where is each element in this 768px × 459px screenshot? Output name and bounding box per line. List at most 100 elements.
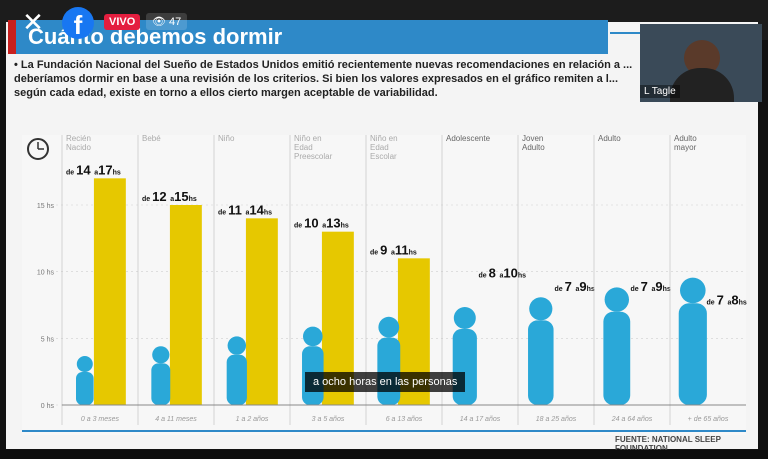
category-label: Niño en <box>370 134 398 143</box>
range-sep: a <box>94 169 98 176</box>
category-label: Adulto <box>598 134 621 143</box>
silhouette-head <box>604 287 629 312</box>
range-prefix: de <box>478 273 488 280</box>
range-unit: hs <box>113 169 121 176</box>
age-label: 24 a 64 años <box>611 416 653 423</box>
person-silhouette <box>226 336 247 405</box>
silhouette-body <box>76 372 94 405</box>
range-sep: a <box>651 286 655 293</box>
age-label: + de 65 años <box>688 416 729 423</box>
range-max: 13 <box>326 216 340 231</box>
sleep-bar <box>245 218 278 405</box>
age-label: 3 a 5 años <box>312 416 345 423</box>
range-label: de 11 a14hs <box>218 202 272 217</box>
range-unit: hs <box>264 209 272 216</box>
y-tick-label: 0 hs <box>41 403 55 410</box>
range-label: de 7 a9hs <box>630 279 670 294</box>
camera-feed: L Tagle <box>640 24 762 102</box>
range-min: 10 <box>304 216 322 231</box>
sleep-bar <box>169 205 202 405</box>
category-label: Recién <box>66 134 91 143</box>
category-label: Nacido <box>66 143 91 152</box>
y-tick-label: 15 hs <box>37 203 55 210</box>
range-unit: hs <box>189 196 197 203</box>
age-label: 0 a 3 meses <box>81 416 120 423</box>
person-silhouette <box>603 287 631 405</box>
silhouette-body <box>528 320 554 405</box>
intro-text: • La Fundación Nacional del Sueño de Est… <box>14 59 633 99</box>
silhouette-head <box>76 356 93 372</box>
silhouette-head <box>227 336 246 355</box>
camera-name: L Tagle <box>640 85 680 98</box>
range-unit: hs <box>518 273 526 280</box>
person-silhouette <box>678 277 707 405</box>
y-tick-label: 10 hs <box>37 270 55 277</box>
facebook-icon: f <box>62 7 94 40</box>
viewer-count: 👁 47 <box>146 13 188 30</box>
range-min: 11 <box>228 202 245 217</box>
range-sep: a <box>170 196 174 203</box>
range-max: 11 <box>395 242 409 257</box>
range-prefix: de <box>218 209 228 216</box>
range-prefix: de <box>294 223 304 230</box>
category-label: Niño en <box>294 134 322 143</box>
silhouette-head <box>303 326 323 347</box>
range-label: de 9 a11hs <box>370 242 417 257</box>
category-label: Edad <box>370 143 389 152</box>
person-silhouette <box>302 326 324 405</box>
silhouette-body <box>678 303 707 405</box>
eye-icon: 👁 <box>152 16 166 28</box>
title-underline <box>610 32 640 34</box>
range-sep: a <box>245 209 249 216</box>
category-label: Edad <box>294 143 313 152</box>
range-max: 10 <box>503 266 517 281</box>
silhouette-body <box>603 311 631 405</box>
age-label: 6 a 13 años <box>386 416 423 423</box>
age-label: 1 a 2 años <box>236 416 269 423</box>
range-sep: a <box>727 299 731 306</box>
range-label: de 7 a8hs <box>706 292 746 307</box>
chart-source: FUENTE: NATIONAL SLEEP FOUNDATION <box>615 435 721 453</box>
silhouette-head <box>453 307 476 329</box>
silhouette-body <box>226 354 247 405</box>
silhouette-head <box>152 346 170 364</box>
range-min: 7 <box>717 292 728 307</box>
silhouette-body <box>151 363 171 405</box>
person-silhouette <box>528 297 554 405</box>
range-unit: hs <box>341 223 349 230</box>
y-tick-label: 5 hs <box>41 336 55 343</box>
range-min: 12 <box>152 189 170 204</box>
range-unit: hs <box>739 299 747 306</box>
range-unit: hs <box>663 286 671 293</box>
range-min: 7 <box>565 279 576 294</box>
range-min: 9 <box>380 242 391 257</box>
range-label: de 12 a15hs <box>142 189 197 204</box>
silhouette-body <box>452 329 477 405</box>
range-prefix: de <box>370 249 380 256</box>
silhouette-head <box>529 297 553 321</box>
category-label: Niño <box>218 134 235 143</box>
range-sep: a <box>391 249 395 256</box>
age-label: 14 a 17 años <box>460 416 501 423</box>
category-label: Adolescente <box>446 134 491 143</box>
silhouette-head <box>378 316 400 338</box>
live-badge: VIVO <box>104 14 141 30</box>
range-sep: a <box>322 223 326 230</box>
title-accent-bar <box>8 20 16 54</box>
category-label: Preescolar <box>294 152 333 161</box>
category-label: Bebé <box>142 134 161 143</box>
range-prefix: de <box>630 286 640 293</box>
range-unit: hs <box>587 286 595 293</box>
age-label: 4 a 11 meses <box>155 416 197 423</box>
close-icon[interactable]: ✕ <box>22 8 44 38</box>
live-caption: a ocho horas en las personas <box>305 372 466 392</box>
range-label: de 10 a13hs <box>294 216 349 231</box>
range-prefix: de <box>66 169 76 176</box>
range-min: 7 <box>641 279 652 294</box>
viewer-count-value: 47 <box>169 16 182 28</box>
clock-icon <box>27 138 49 160</box>
category-label: Escolar <box>370 152 397 161</box>
range-label: de 7 a9hs <box>554 279 594 294</box>
range-sep: a <box>575 286 579 293</box>
